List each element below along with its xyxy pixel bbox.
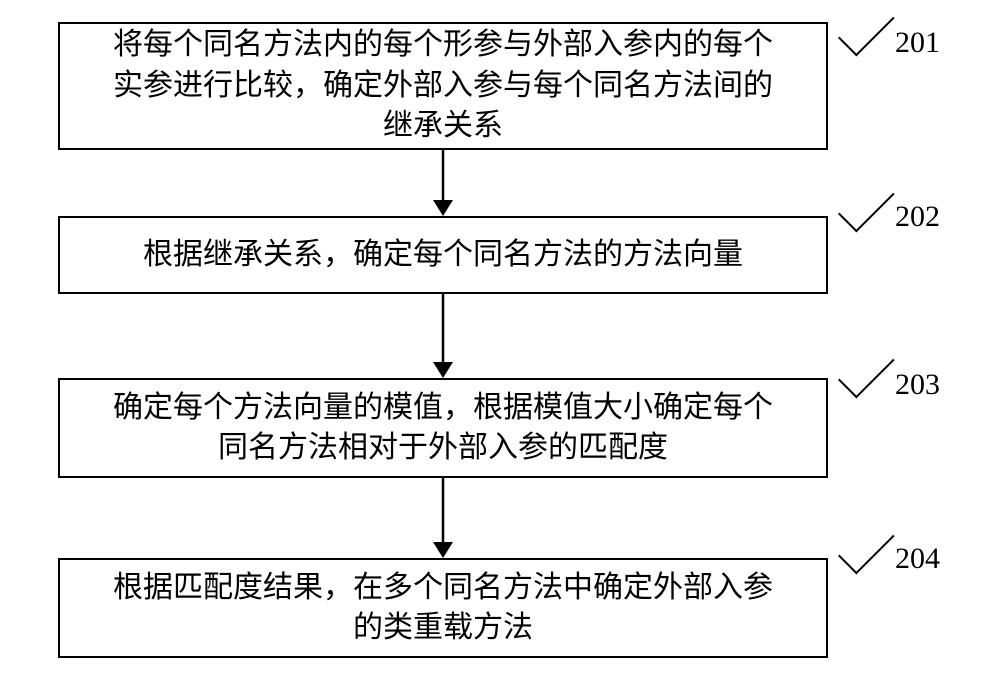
step-text-204: 根据匹配度结果，在多个同名方法中确定外部入参 的类重载方法 [113, 568, 773, 649]
step-text-201: 将每个同名方法内的每个形参与外部入参内的每个 实参进行比较，确定外部入参与每个同… [113, 25, 773, 147]
step-box-203: 确定每个方法向量的模值，根据模值大小确定每个 同名方法相对于外部入参的匹配度 [58, 378, 828, 478]
callout-tick-202 [838, 176, 895, 233]
callout-tick-204 [838, 518, 895, 575]
step-box-204: 根据匹配度结果，在多个同名方法中确定外部入参 的类重载方法 [58, 558, 828, 658]
step-box-202: 根据继承关系，确定每个同名方法的方法向量 [58, 216, 828, 294]
step-text-202: 根据继承关系，确定每个同名方法的方法向量 [143, 235, 743, 276]
step-label-204: 204 [895, 542, 940, 576]
step-label-203: 203 [895, 368, 940, 402]
flowchart-canvas: 将每个同名方法内的每个形参与外部入参内的每个 实参进行比较，确定外部入参与每个同… [0, 0, 1000, 692]
step-label-202: 202 [895, 200, 940, 234]
step-box-201: 将每个同名方法内的每个形参与外部入参内的每个 实参进行比较，确定外部入参与每个同… [58, 22, 828, 150]
step-label-201: 201 [895, 26, 940, 60]
callout-tick-201 [838, 0, 895, 56]
step-text-203: 确定每个方法向量的模值，根据模值大小确定每个 同名方法相对于外部入参的匹配度 [113, 388, 773, 469]
callout-tick-203 [838, 342, 895, 399]
